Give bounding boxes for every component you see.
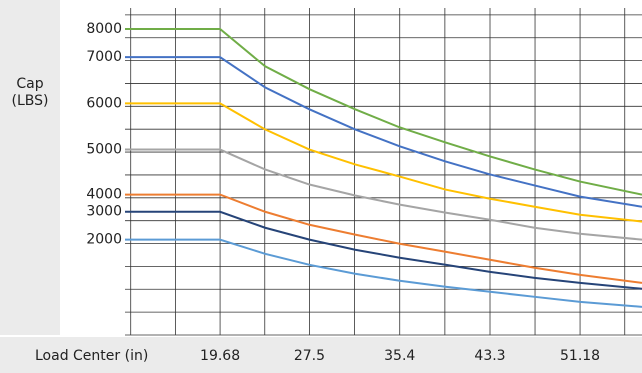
series-label: 3000 (86, 204, 122, 220)
y-axis-title: Cap (LBS) (11, 76, 49, 109)
series-line (125, 193, 642, 284)
x-tick-label: 19.68 (200, 348, 240, 364)
series-label: 5000 (86, 142, 122, 158)
series-line (125, 238, 642, 308)
series-line (125, 102, 642, 223)
series-line (125, 56, 642, 208)
x-tick-label: 35.4 (384, 348, 415, 364)
x-axis-panel (0, 337, 642, 373)
series-label: 4000 (86, 187, 122, 203)
x-tick-label: 27.5 (294, 348, 325, 364)
x-tick-label: 51.18 (560, 348, 600, 364)
series-line (125, 148, 642, 241)
series-label: 7000 (86, 49, 122, 65)
series-label: 6000 (86, 95, 122, 111)
x-axis-title: Load Center (in) (35, 348, 148, 364)
y-axis-panel: Cap (LBS) (0, 0, 60, 335)
series-label: 2000 (86, 232, 122, 248)
series-label: 8000 (86, 21, 122, 37)
series-line (125, 210, 642, 290)
series-line (125, 28, 642, 196)
x-tick-label: 43.3 (474, 348, 505, 364)
